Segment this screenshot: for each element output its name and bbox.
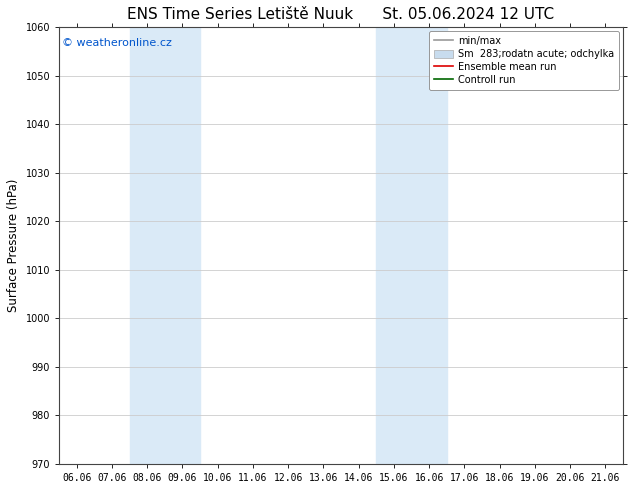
- Bar: [129, 27, 200, 464]
- Legend: min/max, Sm  283;rodatn acute; odchylka, Ensemble mean run, Controll run: min/max, Sm 283;rodatn acute; odchylka, …: [429, 31, 619, 90]
- Title: ENS Time Series Letiště Nuuk      St. 05.06.2024 12 UTC: ENS Time Series Letiště Nuuk St. 05.06.2…: [127, 7, 555, 22]
- Text: © weatheronline.cz: © weatheronline.cz: [62, 38, 172, 48]
- Bar: [376, 27, 447, 464]
- Y-axis label: Surface Pressure (hPa): Surface Pressure (hPa): [7, 179, 20, 312]
